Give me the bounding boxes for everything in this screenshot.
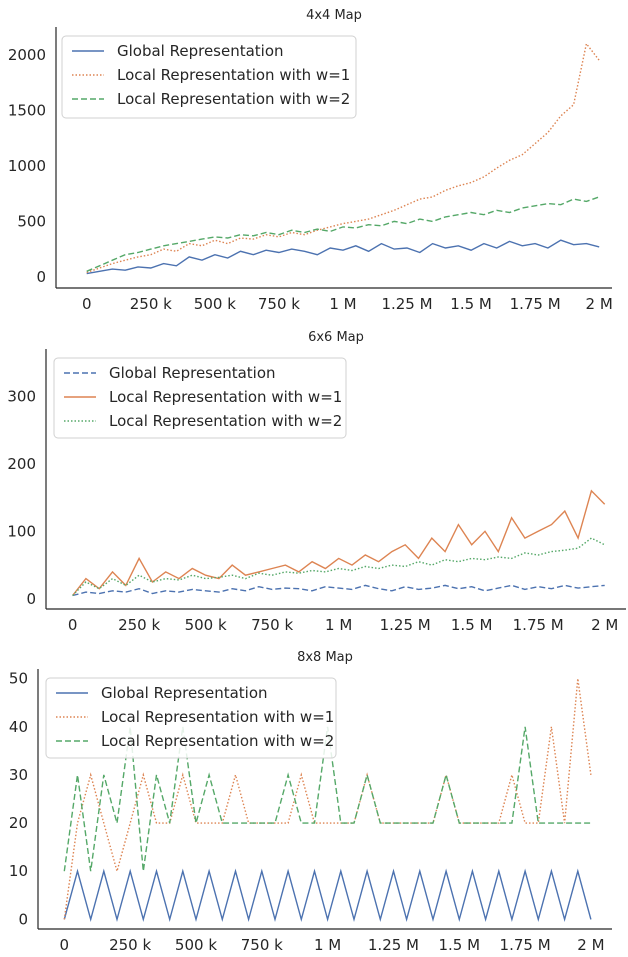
series-line-1 — [72, 584, 605, 597]
x-tick-label: 2 M — [591, 616, 618, 634]
chart-title: 6x6 Map — [308, 330, 364, 345]
x-tick-label: 500 k — [194, 295, 236, 313]
legend-box — [53, 357, 347, 439]
y-tick-label: 200 — [7, 455, 36, 473]
legend-label: Local Representation with w=2 — [109, 412, 342, 430]
series-line-3 — [72, 537, 606, 596]
x-tick-label: 1 M — [329, 295, 356, 313]
y-tick-label: 300 — [7, 387, 36, 405]
subplot-2: 6x6 Map 0 250 k 500 k 750 k 1 M 1.25 M 1.5 M 1.7… — [7, 330, 626, 634]
y-tick-label: 10 — [9, 862, 28, 880]
y-tick-label: 0 — [18, 910, 28, 928]
legend: Global Representation Local Representatio… — [45, 677, 337, 759]
x-tick-label: 1.5 M — [451, 616, 493, 634]
chart-title: 8x8 Map — [297, 650, 353, 665]
series-line-2 — [63, 678, 592, 920]
x-tick-label: 250 k — [118, 616, 160, 634]
legend-label: Local Representation with w=2 — [101, 732, 334, 750]
legend-label: Local Representation with w=2 — [117, 90, 350, 108]
x-tick-label: 1.5 M — [450, 295, 492, 313]
legend-label: Global Representation — [117, 42, 284, 60]
x-tick-label: 250 k — [109, 936, 151, 954]
legend: Global Representation Local Representatio… — [61, 35, 357, 119]
series-line-1 — [86, 239, 600, 275]
legend-box — [45, 677, 337, 759]
series-line-1 — [63, 868, 592, 923]
y-tick-label: 0 — [26, 590, 36, 608]
y-tick-label: 500 — [17, 212, 46, 230]
legend-label: Local Representation with w=1 — [109, 388, 342, 406]
y-tick-label: 50 — [9, 670, 28, 688]
x-tick-label: 1.25 M — [368, 936, 419, 954]
chart-title: 4x4 Map — [306, 8, 362, 23]
subplot-3: 8x8 Map 0 250 k 500 k 750 k 1 M 1.25 M 1.5 M 1.7… — [9, 650, 612, 954]
x-tick-label: 750 k — [258, 295, 300, 313]
x-tick-label: 1.25 M — [381, 295, 432, 313]
x-tick-label: 1.75 M — [500, 936, 551, 954]
series-line-2 — [72, 489, 606, 596]
x-tick-label: 250 k — [130, 295, 172, 313]
series-line-3 — [86, 196, 600, 272]
x-tick-label: 0 — [82, 295, 92, 313]
x-tick-label: 0 — [60, 936, 70, 954]
x-tick-label: 500 k — [185, 616, 227, 634]
x-tick-label: 500 k — [175, 936, 217, 954]
legend-label: Global Representation — [101, 684, 268, 702]
x-tick-label: 1.25 M — [380, 616, 431, 634]
x-tick-label: 1.75 M — [513, 616, 564, 634]
y-tick-label: 20 — [9, 814, 28, 832]
x-tick-label: 0 — [68, 616, 78, 634]
y-tick-label: 1500 — [8, 101, 46, 119]
y-tick-label: 100 — [7, 522, 36, 540]
x-tick-label: 1 M — [314, 936, 341, 954]
legend-label: Global Representation — [109, 364, 276, 382]
legend-label: Local Representation with w=1 — [117, 66, 350, 84]
x-tick-label: 2 M — [586, 295, 613, 313]
legend-label: Local Representation with w=1 — [101, 708, 334, 726]
y-tick-label: 1000 — [8, 157, 46, 175]
y-tick-label: 30 — [9, 766, 28, 784]
x-tick-label: 750 k — [241, 936, 283, 954]
legend: Global Representation Local Representatio… — [53, 357, 347, 439]
x-tick-label: 2 M — [577, 936, 604, 954]
x-tick-label: 750 k — [251, 616, 293, 634]
legend-box — [61, 35, 357, 119]
y-tick-label: 0 — [36, 268, 46, 286]
y-tick-label: 40 — [9, 718, 28, 736]
subplot-1: 4x4 Map 0 250 k 500 k 750 k 1 M 1.25 M 1.5 M 1.7… — [8, 8, 613, 313]
x-tick-label: 1.75 M — [510, 295, 561, 313]
x-tick-label: 1 M — [325, 616, 352, 634]
x-tick-label: 1.5 M — [438, 936, 480, 954]
y-tick-label: 2000 — [8, 46, 46, 64]
